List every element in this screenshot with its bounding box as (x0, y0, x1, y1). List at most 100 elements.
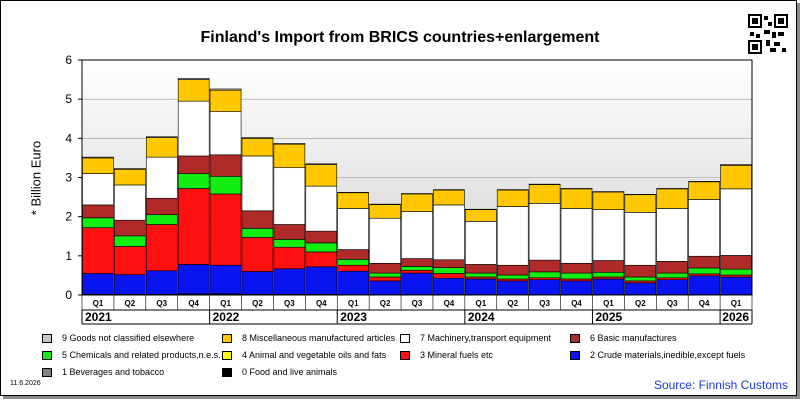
y-tick-label: 3 (65, 171, 72, 185)
x-tick-label: Q1 (731, 299, 742, 308)
bar-segment (624, 212, 657, 266)
legend-swatch (42, 351, 52, 360)
x-tick-label: Q3 (284, 299, 295, 308)
bar-segment (114, 274, 146, 295)
bar-segment (465, 264, 497, 274)
bar-segment (241, 138, 274, 157)
bar-segment (145, 197, 178, 216)
x-tick-label: Q3 (667, 299, 678, 308)
bar-segment (305, 251, 338, 268)
bar-segment (496, 264, 529, 276)
bar-segment (496, 274, 529, 280)
x-tick-label: Q4 (316, 299, 327, 308)
bar-segment (624, 282, 657, 295)
year-label: 2026 (722, 310, 749, 324)
y-tick-label: 1 (65, 249, 72, 263)
bar-segment (528, 184, 561, 204)
bar-segment (720, 276, 752, 295)
y-tick-label: 6 (65, 53, 72, 67)
legend-label: 6 Basic manufactures (590, 333, 677, 343)
bar-segment (305, 163, 338, 165)
bar-segment (337, 192, 369, 209)
bar-segment (305, 164, 338, 187)
bar-segment (273, 224, 306, 240)
x-tick-label: Q2 (635, 299, 646, 308)
bar-segment (337, 208, 369, 250)
x-tick-label: Q4 (444, 299, 455, 308)
x-tick-label: Q4 (699, 299, 710, 308)
legend-swatch (222, 351, 232, 360)
bar-segment (209, 176, 242, 195)
legend-label: 9 Goods not classified elsewhere (62, 333, 195, 343)
legend-label: 8 Miscellaneous manufactured articles (242, 333, 396, 343)
bar-segment (82, 217, 114, 228)
bar-segment (209, 89, 242, 112)
bar-segment (145, 137, 178, 158)
bar-segment (592, 191, 625, 210)
bar-segment (337, 249, 369, 260)
chart-title: Finland's Import from BRICS countries+en… (200, 29, 600, 46)
bar-segment (369, 276, 401, 282)
bar-segment (720, 164, 752, 166)
bar-segment (241, 155, 274, 212)
bar-segment (177, 264, 210, 295)
bar-segment (624, 264, 657, 278)
bar-segment (433, 267, 465, 274)
bar-segment (305, 242, 338, 253)
bar-segment (145, 224, 178, 272)
bar-segment (273, 167, 306, 225)
bar-segment (401, 258, 433, 267)
bar-segment (433, 259, 465, 268)
x-tick-label: Q3 (539, 299, 550, 308)
bar-segment (656, 272, 689, 279)
bar-segment (241, 137, 274, 139)
x-tick-label: Q2 (252, 299, 263, 308)
bar-segment (177, 79, 210, 102)
legend-label: 5 Chemicals and related products,n.e.s. (62, 350, 221, 360)
bar-segment (114, 168, 146, 186)
legend-swatch (400, 334, 410, 343)
bar-segment (465, 278, 497, 295)
x-tick-label: Q4 (188, 299, 199, 308)
bar-segment (82, 156, 114, 159)
bar-segment (560, 280, 593, 295)
bar-segment (433, 277, 465, 295)
bar-segment (433, 189, 465, 206)
bar-segment (273, 239, 306, 248)
bar-segment (177, 100, 210, 157)
year-label: 2024 (468, 310, 495, 324)
bar-segment (496, 189, 529, 207)
legend-swatch (570, 351, 580, 360)
bar-segment (465, 272, 497, 278)
bar-segment (209, 264, 242, 295)
bar-segment (560, 272, 593, 280)
bar-segment (145, 214, 178, 225)
x-tick-label: Q2 (125, 299, 136, 308)
bar-segment (624, 194, 657, 213)
chart-legend: 9 Goods not classified elsewhere 8 Miscel… (42, 333, 762, 383)
bar-segment (720, 255, 752, 270)
bar-segment (337, 270, 369, 295)
y-tick-label: 4 (65, 131, 72, 145)
legend-swatch (400, 351, 410, 360)
bar-segment (656, 279, 689, 295)
bar-segment (528, 259, 561, 273)
bar-segment (114, 246, 146, 275)
bar-segment (241, 237, 274, 272)
bar-segment (305, 266, 338, 295)
bar-segment (656, 208, 689, 262)
bar-segment (241, 271, 274, 295)
bar-segment (241, 210, 274, 229)
bar-segment (273, 268, 306, 295)
x-tick-label: Q1 (220, 299, 231, 308)
bar-segment (720, 268, 752, 276)
bar-segment (560, 208, 593, 264)
legend-swatch (222, 334, 232, 343)
bar-segment (401, 193, 433, 212)
bar-segment (369, 280, 401, 295)
bar-segment (82, 173, 114, 206)
x-tick-label: Q3 (156, 299, 167, 308)
bar-segment (114, 168, 146, 170)
bar-segment (273, 143, 306, 145)
